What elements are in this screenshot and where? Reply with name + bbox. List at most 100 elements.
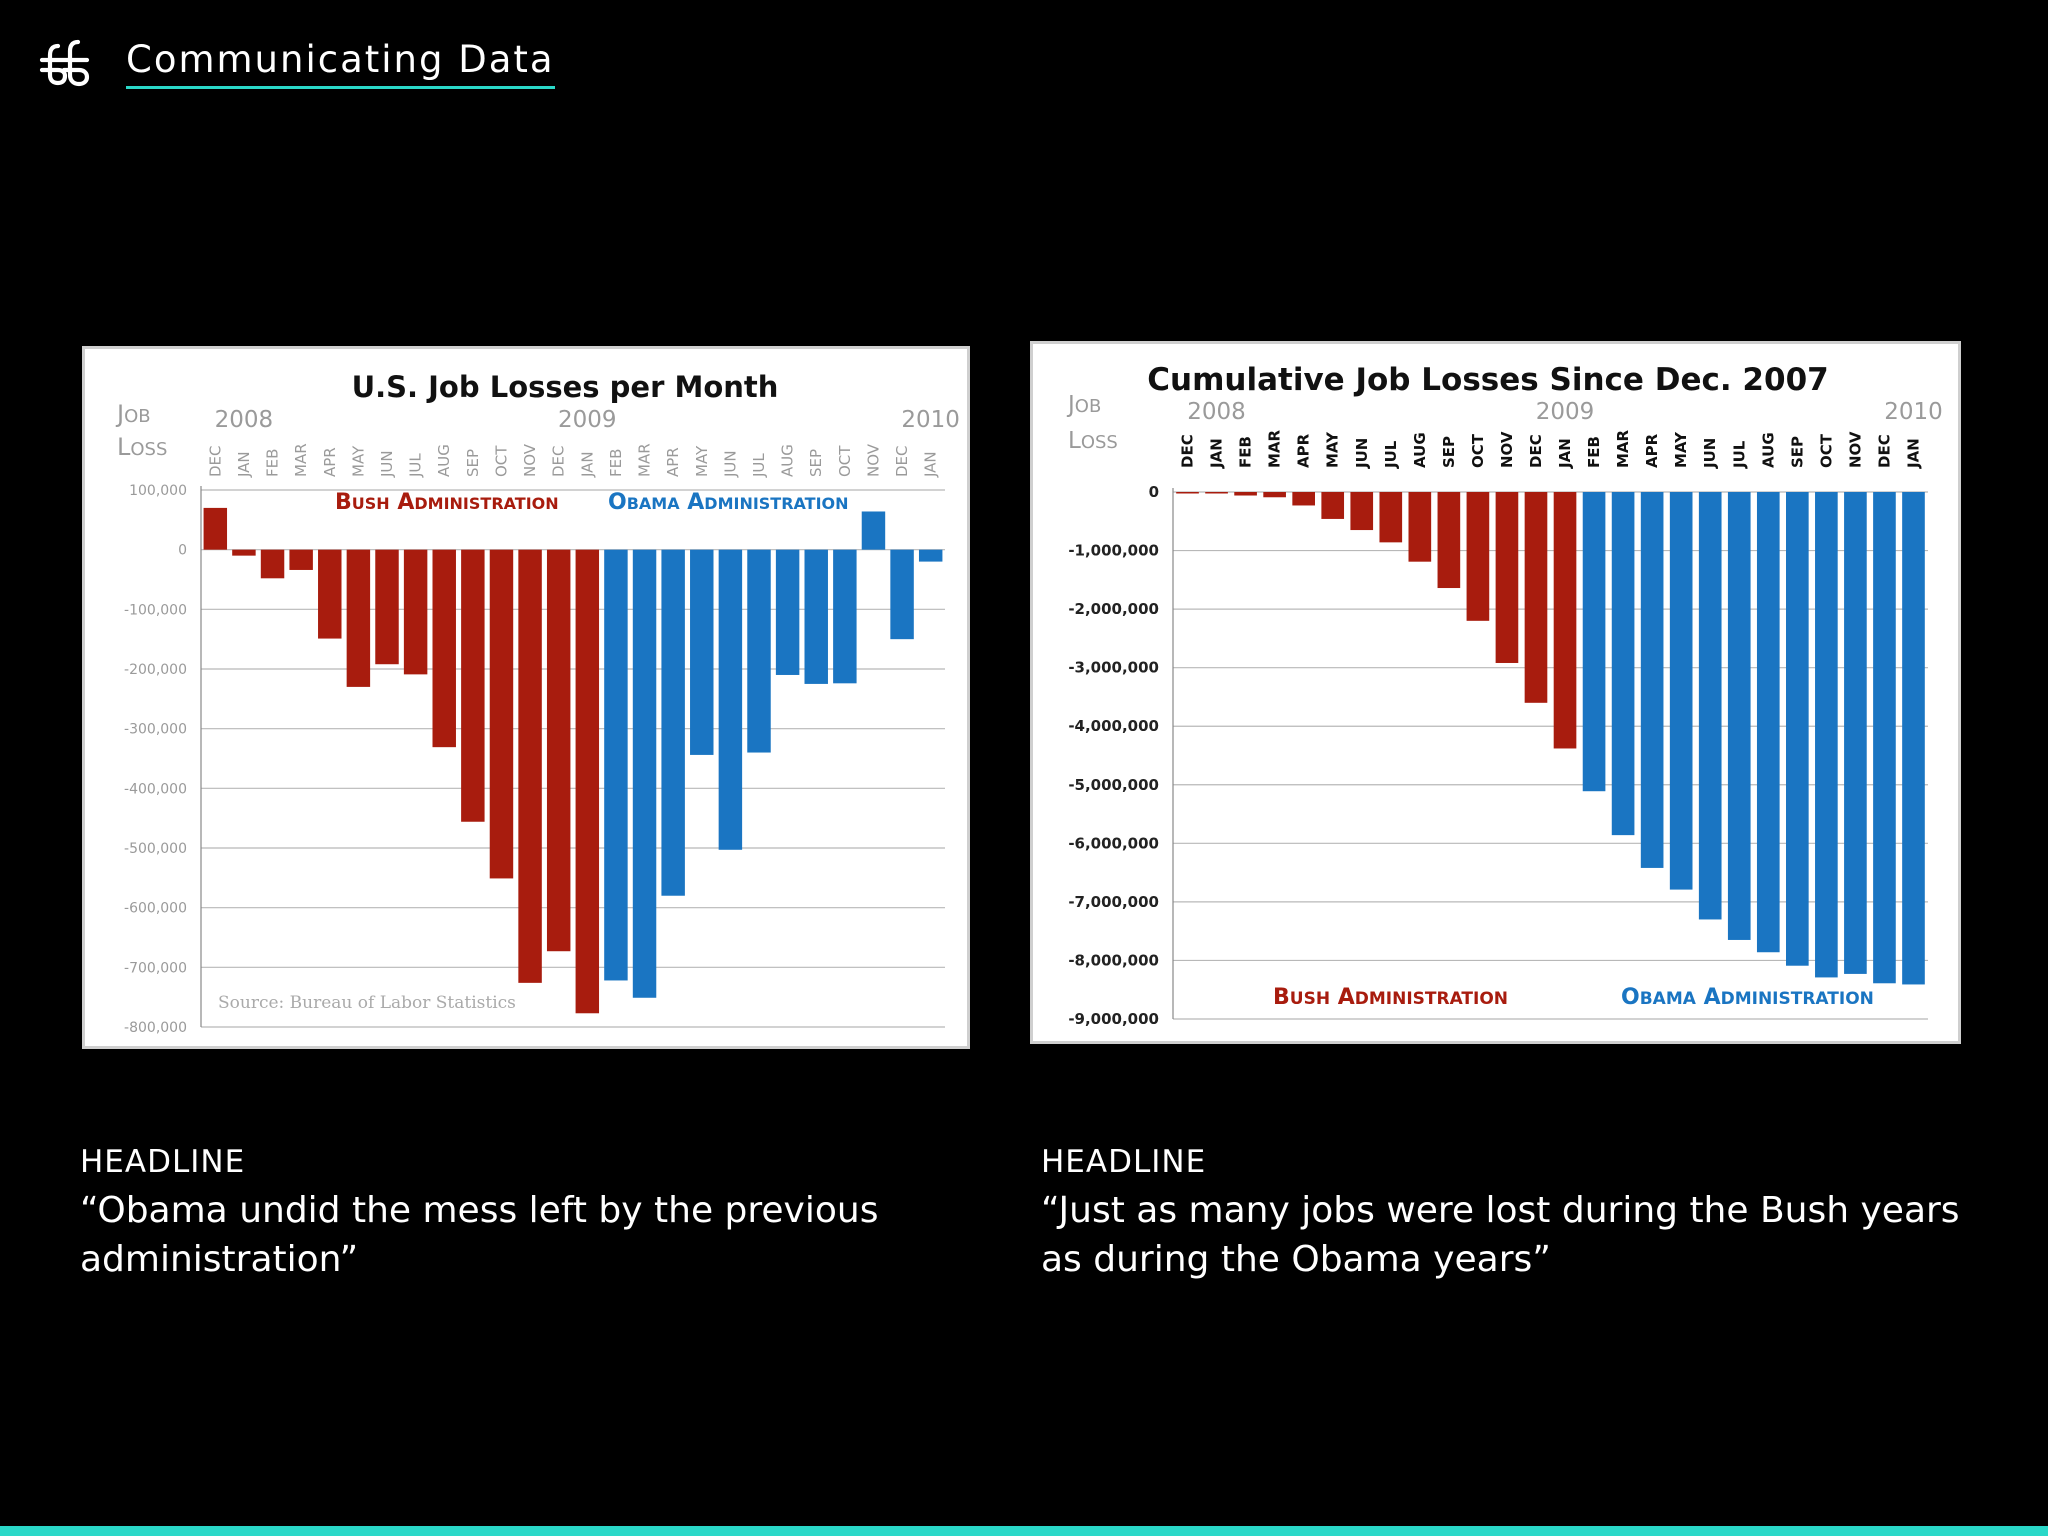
bar-aug-8 [432, 549, 456, 748]
x-tick-label: JAN [1556, 438, 1574, 469]
bar-mar-3 [289, 549, 313, 570]
x-tick-label: OCT [1817, 433, 1835, 468]
bar-apr-16 [661, 549, 685, 896]
bar-oct-10 [1466, 492, 1490, 621]
bar-jul-7 [403, 549, 428, 675]
x-tick-label: AUG [435, 444, 453, 477]
y-tick-label: -3,000,000 [1068, 659, 1159, 677]
caption-kicker: HEADLINE [80, 1144, 246, 1180]
bar-dec-24 [1873, 492, 1896, 984]
bar-dec-12 [1524, 492, 1548, 703]
y-tick-label: -2,000,000 [1068, 600, 1159, 618]
monthly-job-losses-chart: U.S. Job Losses per Month JOB LOSS 100,000 0… [82, 346, 970, 1049]
bar-mar-15 [632, 549, 657, 998]
accent-bar [0, 1526, 2048, 1536]
bar-may-17 [1669, 492, 1693, 890]
bar-jun-18 [718, 549, 743, 850]
y-tick-label: -8,000,000 [1068, 951, 1159, 969]
year-label: 2010 [1884, 399, 1943, 425]
x-tick-label: JAN [235, 451, 253, 478]
bar-jul-19 [1727, 492, 1751, 940]
x-tick-label: JUL [1730, 440, 1748, 469]
caption-right: HEADLINE “Just as many jobs were lost du… [1041, 1142, 1961, 1284]
x-tick-label: OCT [492, 445, 510, 477]
bar-may-5 [346, 549, 371, 687]
x-tick-label: MAR [1614, 429, 1632, 468]
caption-headline: “Just as many jobs were lost during the … [1041, 1190, 1960, 1280]
x-tick-label: JUN [378, 450, 396, 478]
y-tick-label: -700,000 [124, 960, 187, 976]
x-tick-label: APR [664, 447, 682, 477]
y-tick-label: -800,000 [124, 1020, 187, 1036]
deck-title: Communicating Data [126, 38, 555, 89]
bar-dec-24 [890, 549, 914, 640]
bar-jun-6 [375, 549, 399, 665]
bar-may-5 [1321, 492, 1345, 519]
bar-oct-22 [1815, 492, 1838, 978]
year-label: 2010 [901, 407, 960, 433]
bar-jan-1 [232, 549, 256, 556]
x-tick-label: APR [321, 447, 339, 477]
x-tick-label: JAN [578, 451, 596, 478]
x-tick-label: JUL [750, 453, 768, 478]
bar-aug-20 [775, 549, 800, 675]
caption-kicker: HEADLINE [1041, 1144, 1207, 1180]
caption-left: HEADLINE “Obama undid the mess left by t… [80, 1142, 910, 1284]
bar-apr-4 [1292, 492, 1315, 506]
bar-apr-4 [318, 549, 342, 639]
monthly-job-losses-svg: U.S. Job Losses per Month JOB LOSS 100,000 0… [115, 370, 960, 1036]
x-tick-label: MAY [1672, 431, 1690, 468]
y-tick-label: -500,000 [124, 841, 187, 857]
x-tick-label: OCT [836, 445, 854, 477]
bar-oct-22 [833, 549, 857, 684]
x-tick-label: FEB [264, 449, 282, 477]
y-tick-label: -4,000,000 [1068, 717, 1159, 735]
legend-obama: OBAMA ADMINISTRATION [1621, 985, 1874, 1010]
x-tick-label: SEP [1788, 436, 1806, 468]
x-tick-label: DEC [893, 445, 911, 477]
x-tick-label: JUL [407, 453, 425, 478]
bar-may-17 [690, 549, 714, 755]
y-tick-label: 0 [178, 543, 187, 559]
y-axis-label: LOSS [117, 433, 167, 461]
x-tick-label: JUN [721, 450, 739, 478]
bar-jun-18 [1698, 492, 1722, 920]
bar-mar-3 [1263, 492, 1286, 498]
y-tick-label: -9,000,000 [1068, 1010, 1159, 1028]
bar-nov-11 [1495, 492, 1519, 663]
y-tick-label: 100,000 [129, 483, 187, 499]
bar-oct-10 [489, 549, 514, 879]
bar-nov-23 [1844, 492, 1867, 974]
bar-aug-20 [1756, 492, 1780, 953]
bar-dec-0 [203, 507, 228, 550]
chart-title: Cumulative Job Losses Since Dec. 2007 [1147, 362, 1828, 398]
y-tick-label: -300,000 [124, 722, 187, 738]
y-tick-label: -6,000,000 [1068, 834, 1159, 852]
bar-sep-21 [1786, 492, 1809, 966]
x-tick-label: NOV [864, 443, 882, 477]
bar-feb-2 [1234, 492, 1257, 496]
year-label: 2008 [215, 407, 274, 433]
bar-feb-14 [1582, 492, 1606, 792]
bar-aug-8 [1408, 492, 1432, 562]
bar-jun-6 [1350, 492, 1374, 531]
x-tick-label: AUG [1411, 432, 1429, 468]
caption-headline: “Obama undid the mess left by the previo… [80, 1190, 879, 1280]
bar-jan-13 [1553, 492, 1577, 749]
y-tick-label: -200,000 [124, 662, 187, 678]
bar-nov-23 [861, 511, 886, 550]
source-note: Source: Bureau of Labor Statistics [218, 993, 516, 1013]
bar-jul-7 [1379, 492, 1403, 543]
x-tick-label: DEC [206, 445, 224, 477]
x-tick-label: MAY [1324, 431, 1342, 468]
y-tick-label: -600,000 [124, 901, 187, 917]
bar-jan-25 [918, 549, 943, 562]
x-tick-label: JUN [1701, 438, 1719, 469]
cumulative-job-losses-chart: Cumulative Job Losses Since Dec. 2007 JOB… [1030, 341, 1961, 1044]
bar-sep-21 [804, 549, 828, 684]
cumulative-job-losses-svg: Cumulative Job Losses Since Dec. 2007 JOB… [1066, 362, 1943, 1028]
legend-obama: OBAMA ADMINISTRATION [608, 490, 849, 515]
x-tick-label: JAN [922, 451, 940, 478]
bar-nov-11 [518, 549, 542, 983]
bar-jan-25 [1902, 492, 1925, 985]
